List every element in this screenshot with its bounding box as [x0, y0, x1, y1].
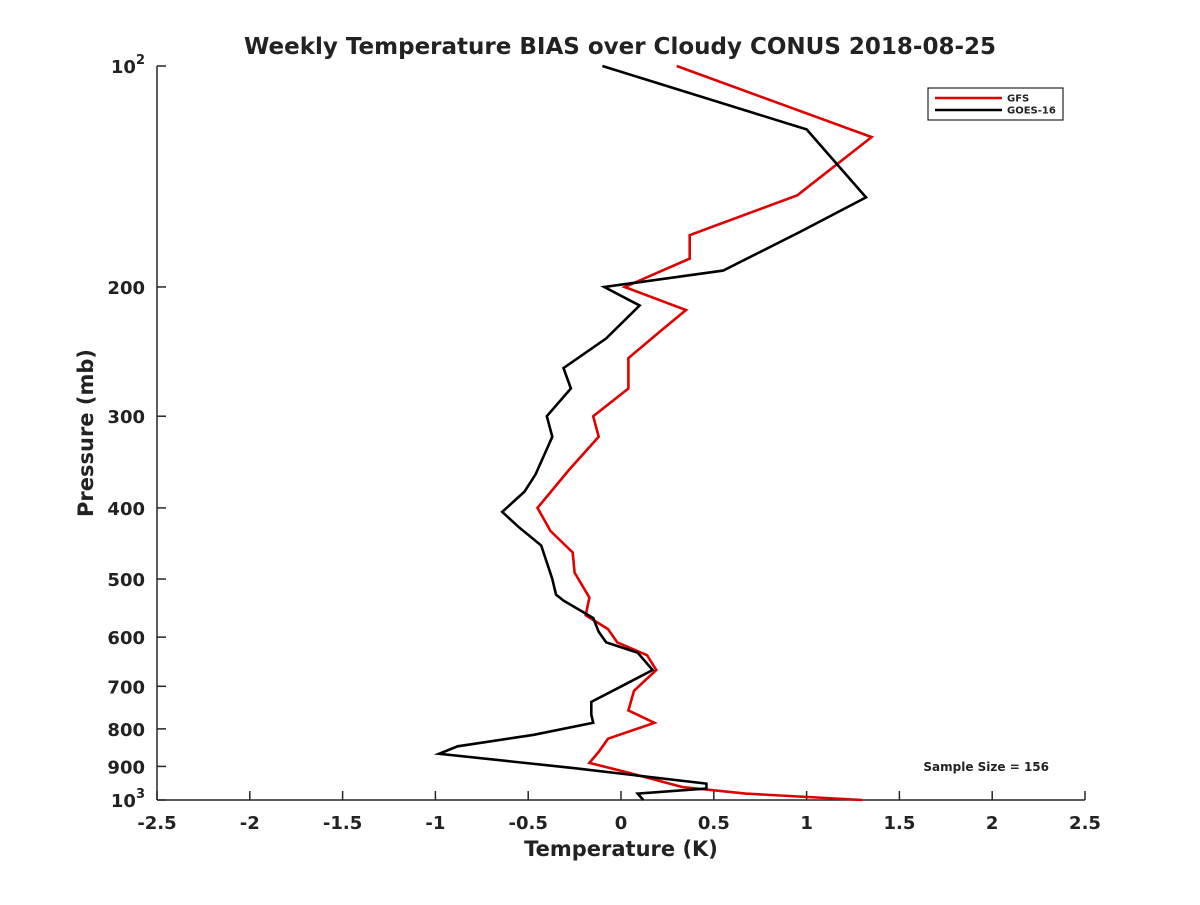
y-tick-exponent: 2	[136, 53, 145, 68]
y-tick-label: 500	[107, 570, 145, 591]
data-series	[433, 64, 875, 802]
y-tick-label: 102	[111, 53, 145, 78]
x-tick-label: 1	[800, 813, 813, 834]
x-tick-label: -1.5	[323, 813, 362, 834]
x-tick-label: -0.5	[509, 813, 548, 834]
x-tick-label: 2.5	[1069, 813, 1101, 834]
x-tick-label: -2	[240, 813, 260, 834]
y-tick-label: 800	[107, 720, 145, 741]
x-tick-label: -2.5	[137, 813, 176, 834]
y-tick-label: 300	[107, 407, 145, 428]
y-tick-label: 200	[107, 278, 145, 299]
legend-label-goes16: GOES-16	[1007, 106, 1056, 117]
legend-label-gfs: GFS	[1007, 94, 1029, 105]
legend-box	[927, 87, 1064, 121]
chart-title: Weekly Temperature BIAS over Cloudy CONU…	[244, 34, 996, 60]
y-tick-label: 400	[107, 499, 145, 520]
y-tick-base: 10	[111, 57, 136, 78]
y-tick-label: 900	[107, 757, 145, 778]
y-tick-label: 103	[111, 787, 145, 812]
y-axis-label: Pressure (mb)	[74, 349, 98, 517]
x-axis-ticks: -2.5 -2 -1.5 -1 -0.5 0 0.5 1 1.5 2 2.5	[137, 791, 1101, 834]
x-tick-label: 0.5	[698, 813, 730, 834]
sample-size-annotation: Sample Size = 156	[923, 760, 1049, 774]
y-tick-exponent: 3	[136, 787, 145, 802]
x-tick-label: 1.5	[883, 813, 915, 834]
legend: GFS GOES-16	[927, 87, 1064, 121]
x-tick-label: -1	[425, 813, 445, 834]
series-line-gfs	[535, 64, 875, 802]
y-tick-label: 600	[107, 628, 145, 649]
x-tick-label: 0	[615, 813, 628, 834]
series-line-goes-16	[433, 64, 869, 801]
x-tick-label: 2	[986, 813, 999, 834]
y-tick-label: 700	[107, 677, 145, 698]
y-tick-base: 10	[111, 791, 136, 812]
x-axis-label: Temperature (K)	[524, 837, 718, 861]
